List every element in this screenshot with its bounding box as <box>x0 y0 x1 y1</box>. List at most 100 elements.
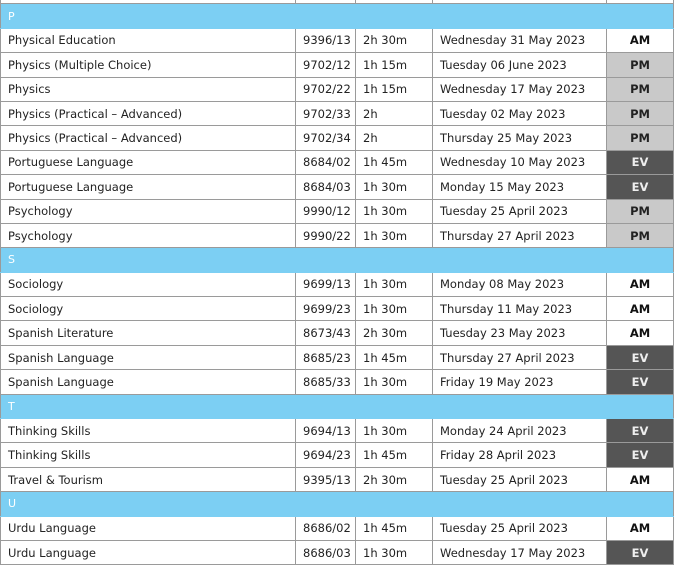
section-letter: S <box>0 247 674 273</box>
table-row: Urdu Language 8686/03 1h 30m Wednesday 1… <box>0 539 674 566</box>
date-cell: Monday 15 May 2023 <box>432 174 607 200</box>
table-row: Portuguese Language 8684/03 1h 30m Monda… <box>0 174 674 200</box>
session-badge: AM <box>606 27 674 54</box>
code-cell: 8685/23 <box>295 344 356 371</box>
code-cell: 8685/33 <box>295 369 356 395</box>
session-badge: PM <box>606 76 674 102</box>
code-cell: 9694/13 <box>295 418 356 444</box>
subject-cell: Physics (Practical – Advanced) <box>0 100 296 127</box>
duration-cell: 1h 30m <box>355 222 433 249</box>
date-cell: Friday 28 April 2023 <box>432 442 607 468</box>
subject-cell: Spanish Language <box>0 369 296 395</box>
duration-cell: 1h 30m <box>355 539 433 566</box>
subject-cell: Portuguese Language <box>0 174 296 200</box>
table-row: Physics (Practical – Advanced) 9702/34 2… <box>0 125 674 151</box>
session-badge: EV <box>606 539 674 566</box>
session-badge: EV <box>606 344 674 371</box>
subject-cell: Physics (Practical – Advanced) <box>0 125 296 151</box>
date-cell: Monday 08 May 2023 <box>432 271 607 298</box>
code-cell: 9702/33 <box>295 100 356 127</box>
date-cell: Tuesday 25 April 2023 <box>432 466 607 493</box>
code-cell: 8684/03 <box>295 174 356 200</box>
table-row: Physics 9702/22 1h 15m Wednesday 17 May … <box>0 76 674 102</box>
code-cell: 9694/23 <box>295 442 356 468</box>
section-header: P <box>0 3 674 29</box>
duration-cell: 1h 45m <box>355 442 433 468</box>
session-badge: AM <box>606 271 674 298</box>
table-row: Spanish Language 8685/33 1h 30m Friday 1… <box>0 369 674 395</box>
session-badge: PM <box>606 52 674 78</box>
code-cell: 8673/43 <box>295 320 356 346</box>
table-row: Thinking Skills 9694/23 1h 45m Friday 28… <box>0 442 674 468</box>
duration-cell: 1h 30m <box>355 369 433 395</box>
date-cell: Thursday 27 April 2023 <box>432 222 607 249</box>
date-cell: Friday 19 May 2023 <box>432 369 607 395</box>
subject-cell: Spanish Language <box>0 344 296 371</box>
section-header: S <box>0 247 674 273</box>
code-cell: 9702/22 <box>295 76 356 102</box>
date-cell: Wednesday 17 May 2023 <box>432 539 607 566</box>
date-cell: Monday 24 April 2023 <box>432 418 607 444</box>
duration-cell: 2h 30m <box>355 320 433 346</box>
date-cell: Thursday 27 April 2023 <box>432 344 607 371</box>
section-letter: T <box>0 393 674 420</box>
code-cell: 9699/13 <box>295 271 356 298</box>
section-header: U <box>0 491 674 517</box>
session-badge: PM <box>606 222 674 249</box>
table-row: Physical Education 9396/13 2h 30m Wednes… <box>0 27 674 54</box>
date-cell: Tuesday 02 May 2023 <box>432 100 607 127</box>
section-letter: U <box>0 491 674 517</box>
table-row: Psychology 9990/12 1h 30m Tuesday 25 Apr… <box>0 198 674 224</box>
date-cell: Wednesday 17 May 2023 <box>432 76 607 102</box>
table-row: Portuguese Language 8684/02 1h 45m Wedne… <box>0 149 674 176</box>
subject-cell: Psychology <box>0 198 296 224</box>
session-badge: PM <box>606 198 674 224</box>
subject-cell: Physics <box>0 76 296 102</box>
duration-cell: 2h <box>355 100 433 127</box>
date-cell: Wednesday 10 May 2023 <box>432 149 607 176</box>
duration-cell: 1h 45m <box>355 515 433 541</box>
duration-cell: 1h 30m <box>355 174 433 200</box>
subject-cell: Urdu Language <box>0 539 296 566</box>
table-row: Sociology 9699/23 1h 30m Thursday 11 May… <box>0 296 674 322</box>
duration-cell: 2h 30m <box>355 466 433 493</box>
subject-cell: Spanish Literature <box>0 320 296 346</box>
session-badge: EV <box>606 149 674 176</box>
table-row: Sociology 9699/13 1h 30m Monday 08 May 2… <box>0 271 674 298</box>
date-cell: Tuesday 25 April 2023 <box>432 198 607 224</box>
duration-cell: 1h 15m <box>355 76 433 102</box>
duration-cell: 2h 30m <box>355 27 433 54</box>
duration-cell: 1h 45m <box>355 344 433 371</box>
table-row: Travel & Tourism 9395/13 2h 30m Tuesday … <box>0 466 674 493</box>
code-cell: 9395/13 <box>295 466 356 493</box>
session-badge: AM <box>606 466 674 493</box>
session-badge: EV <box>606 369 674 395</box>
session-badge: AM <box>606 320 674 346</box>
duration-cell: 1h 45m <box>355 149 433 176</box>
code-cell: 9699/23 <box>295 296 356 322</box>
subject-cell: Physics (Multiple Choice) <box>0 52 296 78</box>
table-row: Spanish Language 8685/23 1h 45m Thursday… <box>0 344 674 371</box>
table-row: Psychology 9990/22 1h 30m Thursday 27 Ap… <box>0 222 674 249</box>
subject-cell: Travel & Tourism <box>0 466 296 493</box>
session-badge: PM <box>606 125 674 151</box>
subject-cell: Urdu Language <box>0 515 296 541</box>
date-cell: Tuesday 23 May 2023 <box>432 320 607 346</box>
subject-cell: Sociology <box>0 271 296 298</box>
duration-cell: 1h 30m <box>355 296 433 322</box>
subject-cell: Psychology <box>0 222 296 249</box>
duration-cell: 2h <box>355 125 433 151</box>
session-badge: EV <box>606 442 674 468</box>
table-row: Thinking Skills 9694/13 1h 30m Monday 24… <box>0 418 674 444</box>
subject-cell: Thinking Skills <box>0 418 296 444</box>
date-cell: Thursday 11 May 2023 <box>432 296 607 322</box>
table-row: Urdu Language 8686/02 1h 45m Tuesday 25 … <box>0 515 674 541</box>
session-badge: EV <box>606 418 674 444</box>
code-cell: 9990/12 <box>295 198 356 224</box>
section-header: T <box>0 393 674 420</box>
code-cell: 8686/03 <box>295 539 356 566</box>
duration-cell: 1h 30m <box>355 198 433 224</box>
date-cell: Thursday 25 May 2023 <box>432 125 607 151</box>
table-row: Spanish Literature 8673/43 2h 30m Tuesda… <box>0 320 674 346</box>
